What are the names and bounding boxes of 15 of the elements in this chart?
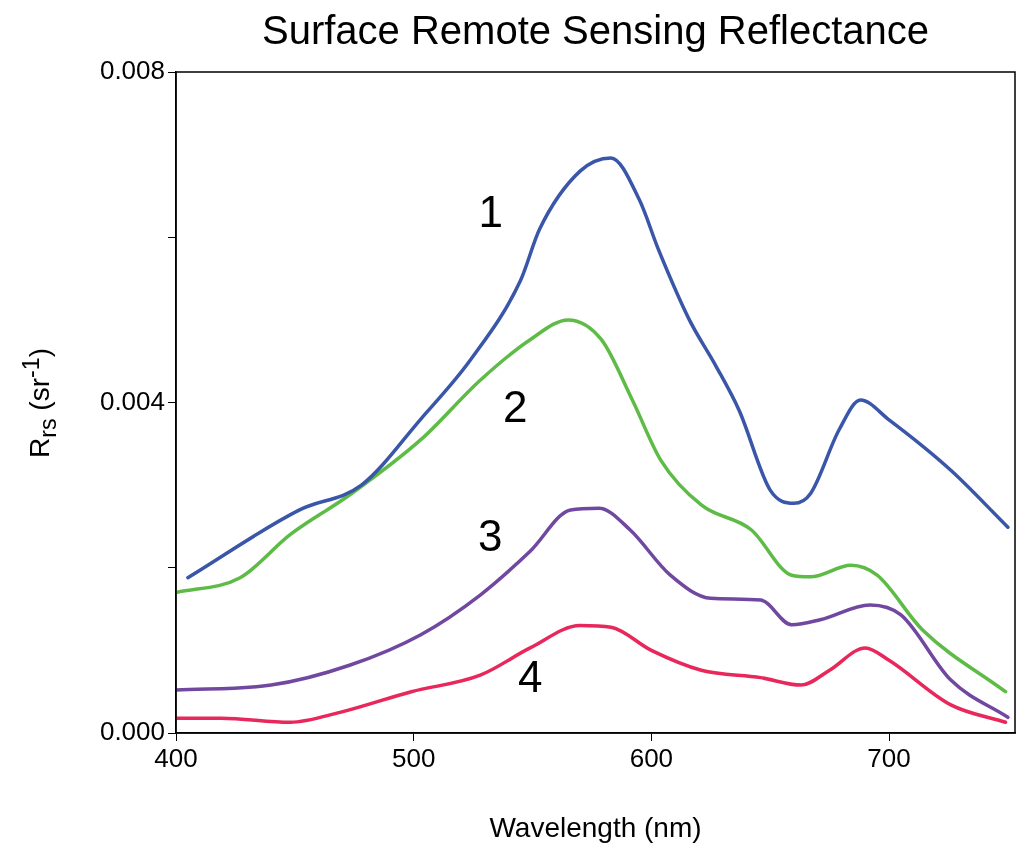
x-tick-label: 500 xyxy=(391,742,436,773)
series-label: 2 xyxy=(502,381,528,431)
line-series xyxy=(176,506,1010,720)
x-axis-title: Wavelength (nm) xyxy=(488,812,703,844)
x-tick-label: 600 xyxy=(629,742,674,773)
y-tick-label: 0.008 xyxy=(99,55,165,86)
chart-title: Surface Remote Sensing Reflectance xyxy=(261,8,930,53)
y-tick-label: 0.004 xyxy=(99,385,165,416)
series-label: 1 xyxy=(478,187,503,237)
x-tick-label: 700 xyxy=(867,742,911,773)
line-series xyxy=(176,623,1008,725)
series-label: 3 xyxy=(477,511,503,561)
series-label: 4 xyxy=(517,652,543,702)
line-series xyxy=(176,318,1008,694)
line-series xyxy=(186,156,1010,580)
